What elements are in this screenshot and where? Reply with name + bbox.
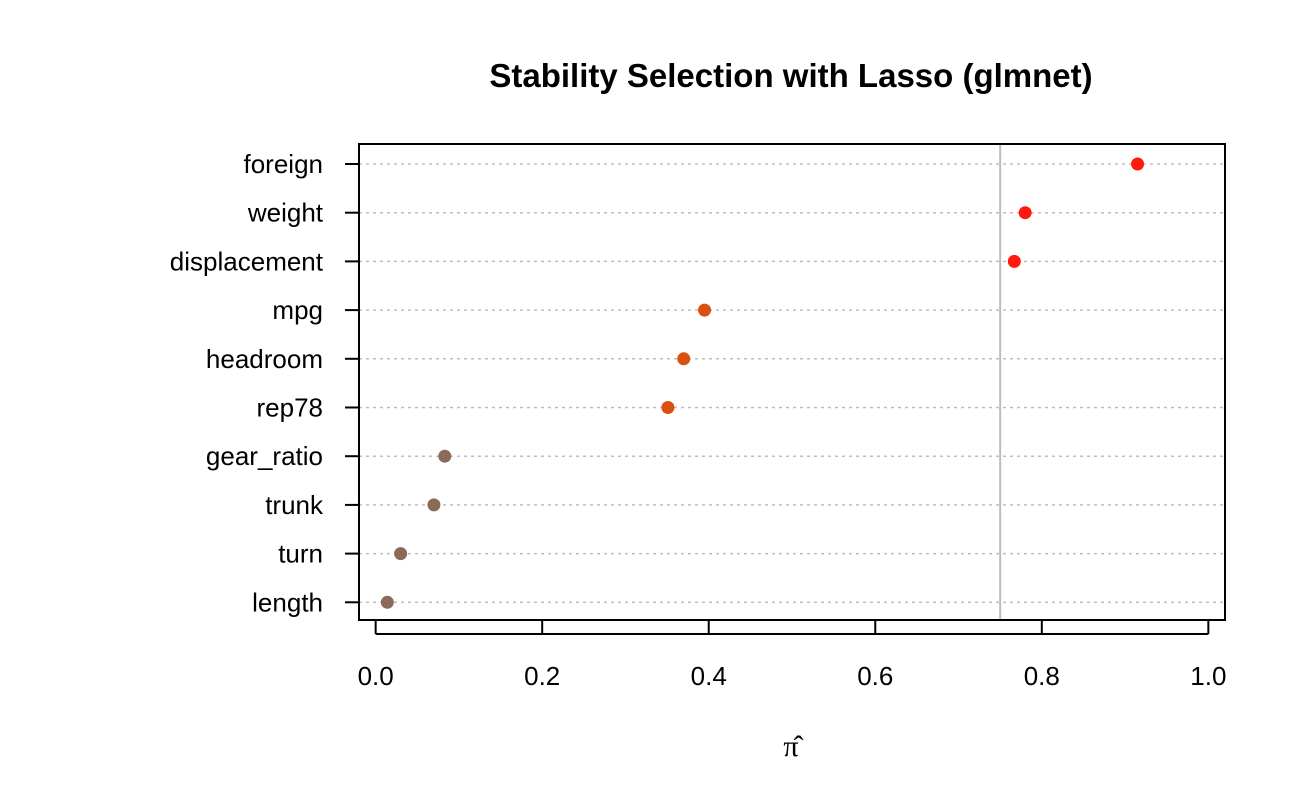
y-tick-label: trunk bbox=[265, 490, 324, 520]
data-point bbox=[698, 303, 712, 317]
plot-frame bbox=[358, 143, 1226, 621]
data-point bbox=[394, 547, 408, 561]
x-tick-label: 0.6 bbox=[857, 661, 893, 691]
y-tick-label: displacement bbox=[170, 246, 324, 276]
x-axis-label: π̂ bbox=[783, 730, 803, 763]
data-point bbox=[1007, 254, 1021, 268]
chart-title: Stability Selection with Lasso (glmnet) bbox=[489, 57, 1092, 94]
y-tick-label: rep78 bbox=[257, 393, 324, 423]
x-tick-label: 0.2 bbox=[524, 661, 560, 691]
y-tick-label: foreign bbox=[244, 149, 324, 179]
x-tick-label: 0.0 bbox=[358, 661, 394, 691]
x-tick-label: 0.8 bbox=[1024, 661, 1060, 691]
data-point bbox=[438, 449, 452, 463]
data-point bbox=[1018, 206, 1032, 220]
data-point bbox=[677, 352, 691, 366]
data-point bbox=[380, 595, 394, 609]
data-point bbox=[661, 401, 675, 414]
grid-lines bbox=[359, 163, 1225, 604]
y-tick-label: turn bbox=[278, 539, 323, 569]
x-axis: 0.0 0.2 0.4 0.6 0.8 1.0 bbox=[358, 620, 1226, 691]
data-points bbox=[380, 157, 1145, 609]
data-point bbox=[1131, 157, 1145, 171]
x-tick-label: 1.0 bbox=[1190, 661, 1226, 691]
data-point bbox=[427, 498, 441, 512]
x-tick-label: 0.4 bbox=[691, 661, 727, 691]
y-tick-label: length bbox=[252, 587, 323, 617]
y-tick-label: headroom bbox=[206, 344, 323, 374]
y-axis-ticks: foreign weight displacement mpg headroom rep7… bbox=[170, 149, 359, 617]
y-tick-label: mpg bbox=[272, 295, 323, 325]
y-tick-label: gear_ratio bbox=[206, 441, 323, 471]
y-tick-label: weight bbox=[247, 198, 324, 228]
